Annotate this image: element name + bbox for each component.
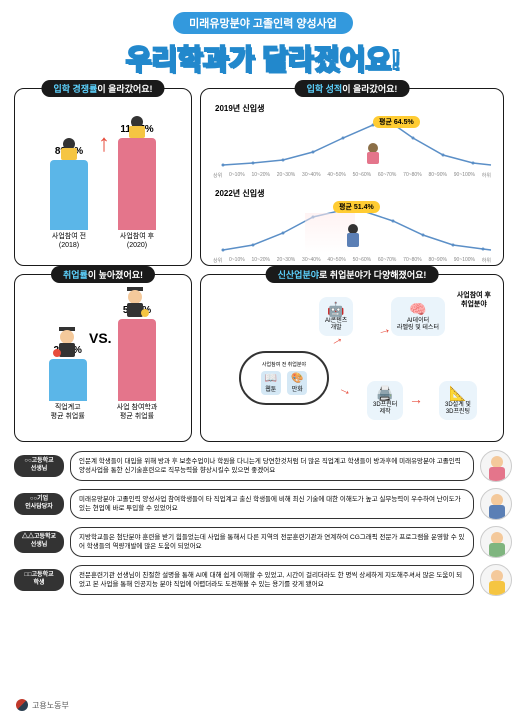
card-title: 신산업분야로 취업분야가 다양해졌어요! [266,266,439,283]
testimonials: ○○고등학교 선생님 인문계 학생들이 대입을 위해 방과 후 보충수업이나 학… [14,450,512,596]
testimonial-badge: □□고등학교 학생 [14,569,64,591]
avatar-icon [480,450,512,482]
student-icon [363,142,383,166]
bar-chart: ↑ 89.0% 사업참여 전(2018) 116.7% 사업참여 후(2020) [23,105,183,250]
peak-badge: 평균 64.5% [373,116,420,128]
student-icon [55,136,83,164]
line-chart-2022: 평균 51.4% 상위 0~10%10~20%20~30%30~40%40~50… [213,205,491,267]
testimonial-row: □□고등학교 학생 전문훈련기관 선생님이 친절한 설명을 통해 AI에 대해 … [14,564,512,596]
testimonial-row: △△고등학교 선생님 지방학교들은 첨단분야 훈련을 받기 힘들었는데 사업을 … [14,526,512,558]
bar-after: 116.7% 사업참여 후(2020) [118,138,156,250]
testimonial-text: 지방학교들은 첨단분야 훈련을 받기 힘들었는데 사업을 통해서 다른 지역의 … [70,527,474,557]
avatar-icon [480,526,512,558]
card-title: 입학 성적이 올라갔어요! [295,80,410,97]
testimonial-badge: △△고등학교 선생님 [14,531,64,553]
card-employment-rate: 취업률이 높아졌어요! VS. 29.0% 직업계고평균 취업률 57.0% 사… [14,274,192,442]
peak-badge: 평균 51.4% [333,201,380,213]
center-node: 사업참여 전 취업분야 📖웹툰 🎨만화 [239,351,329,405]
line-chart-2019: 평균 64.5% 상위 0~10%10~20%20~30%30~40%40~50… [213,120,491,182]
footer-logo-icon [16,699,28,711]
line-svg [213,120,493,170]
arrow-up-icon: ↑ [98,130,110,158]
avatar-icon [480,488,512,520]
avatar-icon [480,564,512,596]
x-axis: 상위 0~10%10~20%20~30%30~40%40~50%50~60%60… [213,257,491,264]
testimonial-badge: ○○고등학교 선생님 [14,455,64,477]
testimonial-row: ○○고등학교 선생님 인문계 학생들이 대입을 위해 방과 후 보충수업이나 학… [14,450,512,482]
card-title: 입학 경쟁률이 올라갔어요! [41,80,164,97]
infographic-page: 미래유망분야 고졸인력 양성사업 우리학과가 달라졌어요! 입학 경쟁률이 올라… [0,0,526,717]
header-subtitle: 미래유망분야 고졸인력 양성사업 [173,12,353,34]
bar-chart: 29.0% 직업계고평균 취업률 57.0% 사업 참여학과평균 취업률 [23,291,183,421]
node-ai-content: 🤖AI콘텐츠 개발 [319,297,353,336]
student-icon [343,223,367,251]
bar-general: 29.0% 직업계고평균 취업률 [49,359,87,421]
testimonial-badge: ○○기업 인사담당자 [14,493,64,515]
diagram: 사업참여 후 취업분야 사업참여 전 취업분야 📖웹툰 🎨만화 → → → → … [209,291,495,431]
year-label: 2019년 신입생 [215,103,495,114]
graduate-icon [51,325,83,361]
header: 미래유망분야 고졸인력 양성사업 우리학과가 달라졌어요! [14,12,512,78]
testimonial-text: 전문훈련기관 선생님이 친절한 설명을 통해 AI에 대해 쉽게 이해할 수 있… [70,565,474,595]
student-icon [123,114,151,142]
graduate-icon [119,285,151,321]
x-axis: 상위 0~10%10~20%20~30%30~40%40~50%50~60%60… [213,172,491,179]
arrow-icon: → [336,379,355,399]
bar-program: 57.0% 사업 참여학과평균 취업률 [117,319,158,421]
card-title: 취업률이 높아졌어요! [51,266,155,283]
year-label: 2022년 신입생 [215,188,495,199]
card-job-diversity: 신산업분야로 취업분야가 다양해졌어요! 사업참여 후 취업분야 사업참여 전 … [200,274,504,442]
node-3d-design: 📐3D설계 및 3D프린팅 [439,381,477,420]
testimonial-text: 인문계 학생들이 대입을 위해 방과 후 보충수업이나 학원을 다니는게 당연한… [70,451,474,481]
testimonial-row: ○○기업 인사담당자 미래유망분야 고졸인력 양성사업 참여학생들이 타 직업계… [14,488,512,520]
result-label: 사업참여 후 취업분야 [457,291,491,309]
arrow-icon: → [409,391,423,407]
node-ai-data: 🧠AI데이터 라벨링 및 테스터 [391,297,445,336]
bar-before: 89.0% 사업참여 전(2018) [50,160,88,250]
footer: 고용노동부 [16,699,69,711]
node-3d-printer: 🖨️3D프린터 제작 [367,381,403,420]
header-title: 우리학과가 달라졌어요! [14,38,512,78]
testimonial-text: 미래유망분야 고졸인력 양성사업 참여학생들이 타 직업계고 출신 학생들에 비… [70,489,474,519]
card-competition-rate: 입학 경쟁률이 올라갔어요! ↑ 89.0% 사업참여 전(2018) 116.… [14,88,192,266]
card-entrance-score: 입학 성적이 올라갔어요! 2019년 신입생 평균 64.5% 상위 0~10… [200,88,504,266]
footer-org: 고용노동부 [32,700,69,711]
